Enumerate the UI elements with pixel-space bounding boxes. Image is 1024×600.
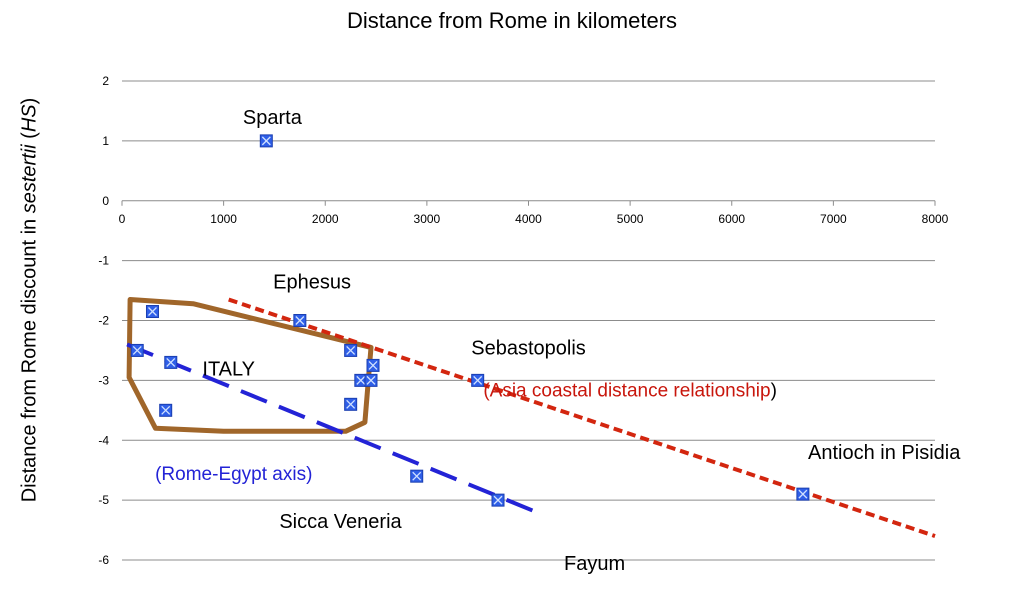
gridlines <box>122 80 935 561</box>
y-tick-label: 2 <box>102 74 109 88</box>
data-point-cross <box>295 316 305 325</box>
trendline <box>126 342 545 517</box>
x-tick-label: 4000 <box>515 212 542 226</box>
data-point <box>471 373 485 387</box>
x-tick-label: 2000 <box>312 212 339 226</box>
y-tick-label: -4 <box>98 433 109 447</box>
x-tick-label: 8000 <box>922 212 949 226</box>
data-point <box>259 134 273 148</box>
x-tick-label: 7000 <box>820 212 847 226</box>
data-point <box>344 343 358 357</box>
y-tick-label: 0 <box>102 194 109 208</box>
data-point-cross <box>366 375 376 385</box>
point-label: Antioch in Pisidia <box>808 442 961 464</box>
point-label: Sebastopolis <box>471 337 586 359</box>
data-point <box>796 487 810 501</box>
y-tick-label: -2 <box>98 314 109 328</box>
trendlines <box>126 297 936 538</box>
x-tick-label: 1000 <box>210 212 237 226</box>
italy-region-outline <box>126 297 374 434</box>
x-tick-label: 3000 <box>414 212 441 226</box>
annotation: (Asia coastal distance relationship) <box>483 380 777 401</box>
y-tick-labels: 2 1 0 -1 -2 -3 -4 -5 -6 <box>98 74 109 567</box>
data-point <box>364 373 378 387</box>
y-tick-label: -5 <box>98 493 109 507</box>
data-point <box>164 355 178 369</box>
point-label: Ephesus <box>273 272 351 294</box>
y-tick-label: -3 <box>98 373 109 387</box>
x-tick-label: 0 <box>119 212 126 226</box>
data-point-cross <box>132 345 142 355</box>
point-labels: Sparta Ephesus Sebastopolis ITALY Antioch in… <box>202 107 961 575</box>
data-point <box>159 403 173 417</box>
data-point <box>410 469 424 483</box>
x-axis <box>121 200 936 206</box>
chart-title: Distance from Rome in kilometers <box>346 8 678 33</box>
x-tick-label: 6000 <box>718 212 745 226</box>
y-tick-label: -6 <box>98 553 109 567</box>
point-label: Fayum <box>564 553 625 575</box>
data-point <box>344 397 358 411</box>
trendline <box>228 297 936 538</box>
data-point-cross <box>261 136 271 146</box>
annotation: (Rome-Egypt axis) <box>155 464 312 485</box>
data-point <box>491 493 505 507</box>
y-tick-label: 1 <box>102 134 109 148</box>
y-tick-label: -1 <box>98 254 109 268</box>
data-point-cross <box>346 345 356 355</box>
data-point-cross <box>166 357 176 367</box>
data-point-cross <box>493 495 503 505</box>
annotation-closing-paren: ) <box>771 380 777 401</box>
data-point-cross <box>161 405 171 415</box>
data-point-cross <box>368 360 378 370</box>
data-point-cross <box>148 307 157 316</box>
data-point-cross <box>412 471 422 481</box>
data-point-cross <box>346 399 356 409</box>
point-label: Sicca Veneria <box>279 511 402 533</box>
italy-region <box>126 297 374 434</box>
point-label: Sparta <box>243 107 303 129</box>
data-point <box>366 358 380 372</box>
data-point-cross <box>473 375 483 385</box>
annotations: (Rome-Egypt axis) (Asia coastal distance … <box>155 380 777 485</box>
data-point <box>145 305 159 319</box>
x-tick-labels: 0 1000 2000 3000 4000 5000 6000 7000 8000 <box>119 212 949 226</box>
point-label: ITALY <box>202 358 255 380</box>
x-tick-label: 5000 <box>617 212 644 226</box>
data-point-cross <box>356 375 366 385</box>
data-points <box>130 134 810 507</box>
data-point-cross <box>798 489 808 499</box>
data-point <box>293 314 307 327</box>
data-point <box>130 343 144 357</box>
